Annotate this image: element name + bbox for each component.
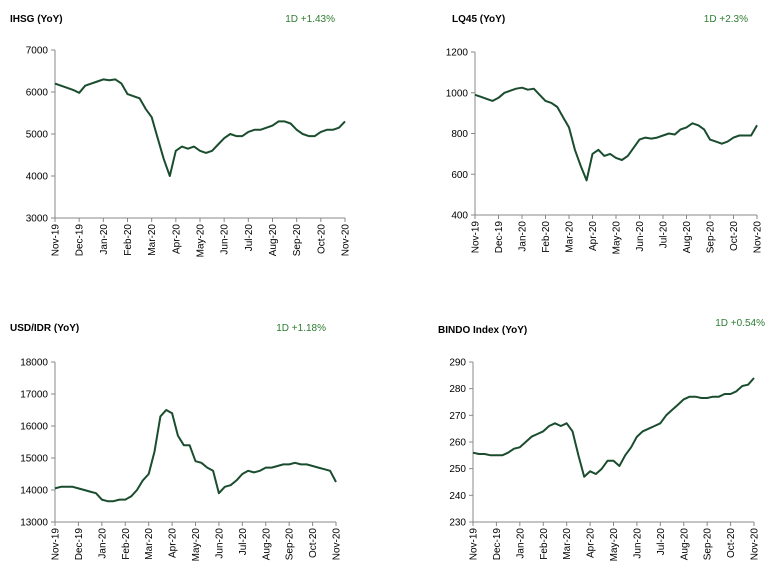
x-tick-label: Feb-20 [123,224,134,256]
x-tick-label: Apr-20 [171,224,182,254]
x-tick-label: Jan-20 [515,528,526,559]
x-tick-label: May-20 [612,221,623,255]
annotation: 1D +2.3% [704,14,748,25]
x-tick-label: Jan-20 [518,221,529,252]
x-tick-label: Sep-20 [285,528,296,561]
x-tick-label: Aug-20 [268,224,279,257]
y-tick-label: 7000 [26,46,49,57]
x-tick-label: Jun-20 [220,224,231,255]
annotation: 1D +1.43% [285,14,335,25]
x-tick-label: Nov-20 [332,528,343,561]
x-tick-label: Nov-19 [469,528,480,561]
x-tick-label: Nov-19 [471,221,482,254]
y-tick-label: 290 [449,358,466,369]
line-series [54,409,337,503]
y-tick-label: 230 [449,518,466,529]
x-tick-label: Nov-20 [750,528,761,561]
chart-title: LQ45 (YoY) [452,14,505,25]
line-series [54,78,346,177]
x-tick-label: Aug-20 [682,221,693,254]
x-tick-label: Sep-20 [292,224,303,257]
annotation: 1D +0.54% [715,318,765,329]
x-tick-label: May-20 [191,528,202,562]
x-tick-label: Feb-20 [539,528,550,560]
y-tick-label: 4000 [26,172,49,183]
line-series [474,86,758,182]
y-tick-label: 280 [449,384,466,395]
x-tick-label: Oct-20 [316,224,327,254]
y-tick-label: 6000 [26,88,49,99]
x-tick-label: Sep-20 [703,528,714,561]
x-tick-label: May-20 [196,224,207,258]
y-tick-label: 800 [451,129,468,140]
x-tick-label: Sep-20 [706,221,717,254]
x-tick-label: Aug-20 [261,528,272,561]
x-tick-label: Jul-20 [656,528,667,556]
y-tick-label: 13000 [20,518,48,529]
x-tick-label: Mar-20 [562,528,573,560]
y-tick-label: 1200 [446,48,469,59]
x-tick-label: Jun-20 [635,221,646,252]
y-tick-label: 14000 [20,486,48,497]
y-tick-label: 15000 [20,454,48,465]
x-tick-label: Nov-20 [753,221,764,254]
y-tick-label: 270 [449,411,466,422]
x-tick-label: Jan-20 [97,528,108,559]
x-tick-label: May-20 [609,528,620,562]
x-tick-label: Mar-20 [144,528,155,560]
x-tick-label: Dec-19 [494,221,505,254]
x-tick-label: Feb-20 [541,221,552,253]
line-series [472,377,755,478]
y-tick-label: 3000 [26,214,49,225]
x-tick-label: Nov-19 [51,528,62,561]
chart-title: IHSG (YoY) [10,14,63,25]
y-tick-label: 16000 [20,422,48,433]
chart-title: USD/IDR (YoY) [10,323,79,334]
x-tick-label: Nov-19 [51,224,62,257]
y-tick-label: 400 [451,211,468,222]
x-tick-label: Jul-20 [238,528,249,556]
x-tick-label: Apr-20 [168,528,179,558]
x-tick-label: Dec-19 [74,528,85,561]
x-tick-label: Dec-19 [75,224,86,257]
y-tick-label: 5000 [26,130,49,141]
annotation: 1D +1.18% [276,323,326,334]
x-tick-label: Jun-20 [632,528,643,559]
x-tick-label: Apr-20 [586,528,597,558]
y-tick-label: 240 [449,491,466,502]
x-tick-label: Jul-20 [244,224,255,252]
x-tick-label: Dec-19 [492,528,503,561]
y-tick-label: 18000 [20,358,48,369]
y-tick-label: 1000 [446,88,469,99]
x-tick-label: Oct-20 [729,221,740,251]
y-tick-label: 600 [451,170,468,181]
x-tick-label: Jan-20 [99,224,110,255]
x-tick-label: Mar-20 [147,224,158,256]
x-tick-label: Feb-20 [121,528,132,560]
x-tick-label: Aug-20 [679,528,690,561]
x-tick-label: Jun-20 [214,528,225,559]
x-tick-label: Apr-20 [588,221,599,251]
chart-title: BINDO Index (YoY) [438,325,527,336]
y-tick-label: 260 [449,438,466,449]
x-tick-label: Mar-20 [565,221,576,253]
x-tick-label: Oct-20 [308,528,319,558]
y-tick-label: 17000 [20,390,48,401]
x-tick-label: Nov-20 [341,224,352,257]
x-tick-label: Oct-20 [726,528,737,558]
y-tick-label: 250 [449,464,466,475]
x-tick-label: Jul-20 [659,221,670,249]
